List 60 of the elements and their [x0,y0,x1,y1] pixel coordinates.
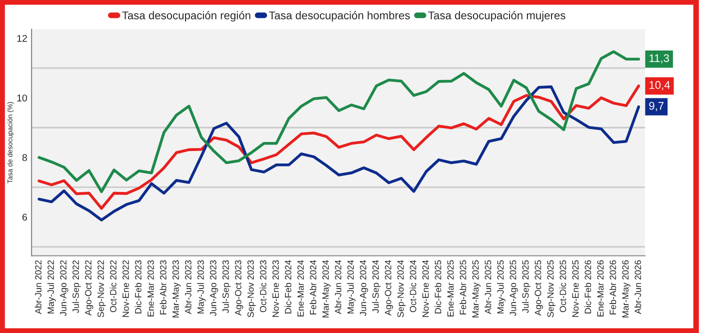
x-tick-label: Mar-May 2025 [472,260,480,318]
x-tick-label: Sep-Nov 2024 [397,260,406,318]
y-tick-label: 6 [22,214,27,221]
y-tick-label: 12 [17,34,27,42]
x-tick-label: Ene-Mar 2023 [148,260,154,316]
x-tick-label: Ago-Oct 2024 [384,260,394,316]
x-tick-label: Sep-Nov 2025 [547,260,556,318]
x-tick-label: Sep-Nov 2023 [247,260,256,318]
data-label: 11,3 [650,54,669,64]
x-tick-label: Ene-Mar 2025 [447,260,454,316]
x-tick-label: Abr-Jun 2024 [334,260,342,314]
legend-label: Tasa desocupación mujeres [428,11,566,22]
line-series [38,50,640,194]
x-tick-label: Nov-Ene 2022 [122,260,129,317]
data-label: 9,7 [649,102,664,112]
x-tick-label: Oct-Dic 2023 [260,260,266,312]
x-tick-label: Jun-Ago 2024 [360,260,368,316]
x-tick-label: Feb-Abr 2024 [310,260,316,314]
x-tick-label: Jun-Ago 2023 [210,260,218,316]
x-tick-label: Jul-Sep 2022 [72,260,81,313]
y-tick-label: 8 [22,154,27,162]
x-tick-label: Abr-Jun 2026 [634,260,642,314]
x-tick-label: May-Jul 2024 [347,260,356,314]
x-tick-label: Ago-Oct 2025 [534,260,543,316]
x-tick-label: Abr-Jun 2023 [184,260,192,314]
x-tick-label: Ago-Oct 2022 [85,260,94,316]
x-tick-label: Nov-Ene 2025 [572,260,579,317]
x-tick-label: Jul-Sep 2023 [222,260,231,313]
x-tick-label: Oct-Dic 2022 [110,260,116,312]
x-tick-label: Jun-Ago 2025 [510,260,518,316]
x-tick-label: Ene-Mar 2024 [297,260,304,316]
x-tick-label: Feb-Abr 2026 [609,260,616,314]
x-tick-label: Nov-Ene 2024 [422,260,429,317]
x-tick-label: Nov-Ene 2023 [272,260,279,317]
y-tick-label: 10 [17,94,27,102]
x-tick-label: Abr-Jun 2025 [484,260,492,314]
legend-label: Tasa desocupación hombres [269,11,410,22]
legend-label: Tasa desocupación región [122,11,250,22]
x-tick-label: Jun-Ago 2022 [60,260,68,316]
x-tick-label: Mar-May 2024 [322,260,331,318]
x-tick-label: Feb-Abr 2025 [460,260,466,314]
x-tick-label: May-Jul 2023 [197,260,206,314]
x-tick-label: Jul-Sep 2024 [372,260,381,313]
data-label: 10,4 [650,81,670,90]
x-tick-label: Sep-Nov 2022 [98,260,106,318]
x-tick-label: Ene-Mar 2026 [597,260,604,316]
x-tick-label: Dic-Feb 2023 [134,260,142,314]
x-tick-label: Jul-Sep 2025 [522,260,530,313]
x-tick-label: Mar-May 2023 [172,260,181,318]
x-tick-label: May-Jul 2022 [47,260,56,314]
x-tick-label: May-Jul 2025 [497,260,506,314]
x-tick-label: Dic-Feb 2026 [584,260,592,314]
x-tick-label: Dic-Feb 2025 [434,260,442,314]
x-tick-label: Ago-Oct 2023 [234,260,244,316]
x-tick-label: Oct-Dic 2025 [560,260,566,312]
x-tick-label: Mar-May 2026 [622,260,630,318]
x-tick-label: Abr-Jun 2022 [34,260,42,314]
x-tick-label: Feb-Abr 2023 [160,260,166,314]
x-tick-label: Dic-Feb 2024 [284,260,292,314]
x-tick-label: Oct-Dic 2024 [410,260,416,312]
